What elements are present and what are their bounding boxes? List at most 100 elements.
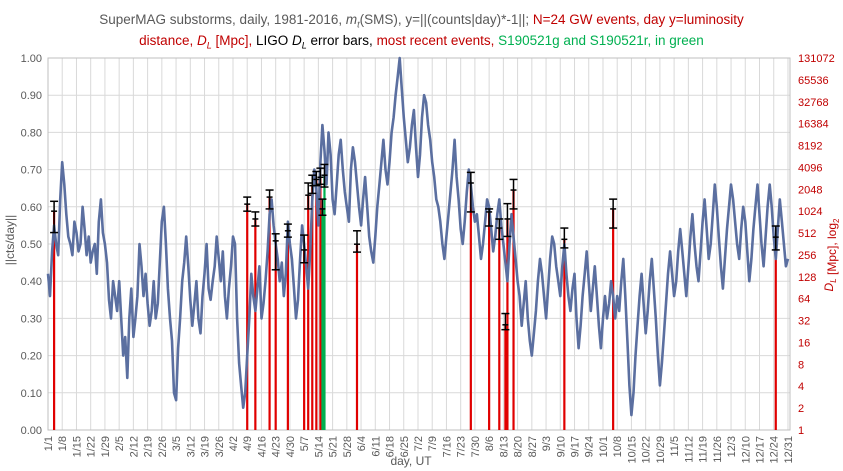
title-segment: S190521g and S190521r, in green (498, 33, 704, 48)
x-tick-label: 11/5 (669, 436, 681, 457)
title-segment: most recent events, (376, 33, 499, 48)
x-tick-label: 2/19 (143, 436, 155, 457)
x-tick-label: 5/21 (328, 436, 340, 457)
x-tick-label: 7/9 (427, 436, 439, 451)
substorm-series (46, 56, 790, 417)
x-tick-label: 7/16 (441, 436, 453, 457)
x-tick-label: 3/12 (185, 436, 197, 457)
x-tick-label: 2/12 (128, 436, 140, 457)
y2-tick-label: 4096 (798, 162, 822, 174)
x-tick-label: 12/31 (783, 436, 795, 464)
x-tick-label: 8/27 (527, 436, 539, 457)
y2-tick-label: 16384 (798, 119, 829, 131)
x-tick-label: 3/5 (171, 436, 183, 451)
x-tick-label: 12/10 (740, 436, 752, 464)
title-segment: D (292, 33, 302, 48)
y2-tick-label: 512 (798, 228, 816, 240)
title-segment: LIGO (256, 33, 293, 48)
y-tick-label: 0.20 (21, 351, 42, 363)
x-tick-label: 4/16 (256, 436, 268, 457)
title-segment: t (357, 19, 360, 30)
y-tick-label: 0.30 (21, 313, 42, 325)
x-tick-label: 12/3 (726, 436, 738, 457)
y2-tick-label: 65536 (798, 75, 829, 87)
x-tick-label: 2/26 (157, 436, 169, 457)
y-tick-label: 0.40 (21, 276, 42, 288)
title-segment: (SMS), y=||(counts|day)*-1||; (359, 12, 533, 27)
x-axis-label: day, UT (390, 454, 432, 468)
x-tick-label: 10/8 (612, 436, 624, 457)
y2-tick-label: 1024 (798, 206, 822, 218)
y-tick-label: 0.70 (21, 165, 42, 177)
x-tick-label: 6/18 (385, 436, 397, 457)
y2-tick-label: 2048 (798, 184, 822, 196)
x-tick-label: 9/10 (555, 436, 567, 457)
x-tick-label: 7/30 (470, 436, 482, 457)
y2-tick-label: 8 (798, 359, 804, 371)
x-tick-label: 5/7 (299, 436, 311, 451)
y-tick-label: 0.00 (21, 425, 42, 437)
x-tick-label: 11/19 (698, 436, 710, 463)
title-segment: SuperMAG substorms, daily, 1981-2016, (99, 12, 346, 27)
x-tick-label: 7/23 (456, 436, 468, 457)
y2-tick-label: 8192 (798, 141, 822, 153)
x-tick-label: 4/30 (285, 436, 297, 457)
x-tick-label: 8/6 (484, 436, 496, 451)
y-tick-label: 0.60 (21, 202, 42, 214)
x-axis-ticks: 1/1 1/8 1/15 1/22 1/29 2/5 2/12 2/19 2/26 3/5 3/12… (43, 436, 795, 464)
x-tick-label: 12/17 (755, 436, 767, 464)
y-tick-label: 0.10 (21, 388, 42, 400)
y2-tick-label: 4 (798, 381, 804, 393)
title-segment: N=24 GW events, day y=luminosity (532, 12, 744, 27)
chart-title-line-1: SuperMAG substorms, daily, 1981-2016, mt… (0, 12, 843, 30)
x-tick-label: 3/19 (200, 436, 212, 457)
x-tick-label: 1/15 (71, 436, 83, 457)
title-segment: error bars, (306, 33, 377, 48)
x-tick-label: 8/20 (513, 436, 525, 457)
x-tick-label: 10/1 (598, 436, 610, 457)
y2-tick-label: 131072 (798, 53, 835, 65)
x-tick-label: 5/14 (313, 436, 325, 457)
y2-tick-label: 128 (798, 272, 816, 284)
y2-tick-label: 64 (798, 294, 810, 306)
title-segment: L (301, 40, 307, 51)
x-tick-label: 1/8 (57, 436, 69, 451)
y-tick-label: 0.90 (21, 90, 42, 102)
x-tick-label: 10/29 (655, 436, 667, 464)
right-axis-label: DL [Mpc], log2 (822, 218, 841, 291)
x-tick-label: 7/2 (413, 436, 425, 451)
x-tick-label: 9/3 (541, 436, 553, 451)
x-tick-label: 9/17 (570, 436, 582, 457)
y-axis-label: ||cts/day|| (3, 215, 17, 265)
x-tick-label: 4/23 (271, 436, 283, 457)
gw-event-stems (52, 175, 777, 430)
x-tick-label: 11/12 (683, 436, 695, 463)
x-tick-label: 2/5 (114, 436, 126, 451)
y2-tick-label: 256 (798, 250, 816, 262)
title-segment: distance, (139, 33, 197, 48)
title-segment: L (206, 40, 212, 51)
y2-tick-label: 32768 (798, 97, 829, 109)
x-tick-label: 12/24 (769, 436, 781, 464)
chart-title-line-2: distance, DL [Mpc], LIGO DL error bars, … (0, 33, 843, 51)
dl-error-bars (50, 163, 780, 331)
right-axis-ticks: 1 2 4 8 16 32 64 128 256 512 1024 2048 4096 8192 16384… (798, 53, 835, 437)
title-segment: D (196, 33, 207, 48)
x-tick-label: 4/9 (242, 436, 254, 451)
x-tick-label: 1/22 (86, 436, 98, 457)
y-tick-label: 1.00 (21, 53, 42, 65)
y2-tick-label: 2 (798, 403, 804, 415)
y2-tick-label: 1 (798, 425, 804, 437)
plot-frame (47, 57, 791, 431)
x-tick-label: 8/13 (498, 436, 510, 457)
x-tick-label: 5/28 (342, 436, 354, 457)
y-tick-label: 0.80 (21, 127, 42, 139)
x-tick-label: 10/15 (626, 436, 638, 464)
x-tick-label: 6/4 (356, 436, 368, 451)
x-tick-label: 6/11 (370, 436, 382, 457)
x-tick-label: 6/25 (399, 436, 411, 457)
title-segment: [Mpc], (211, 33, 256, 48)
x-tick-label: 3/26 (214, 436, 226, 457)
y2-tick-label: 32 (798, 316, 810, 328)
